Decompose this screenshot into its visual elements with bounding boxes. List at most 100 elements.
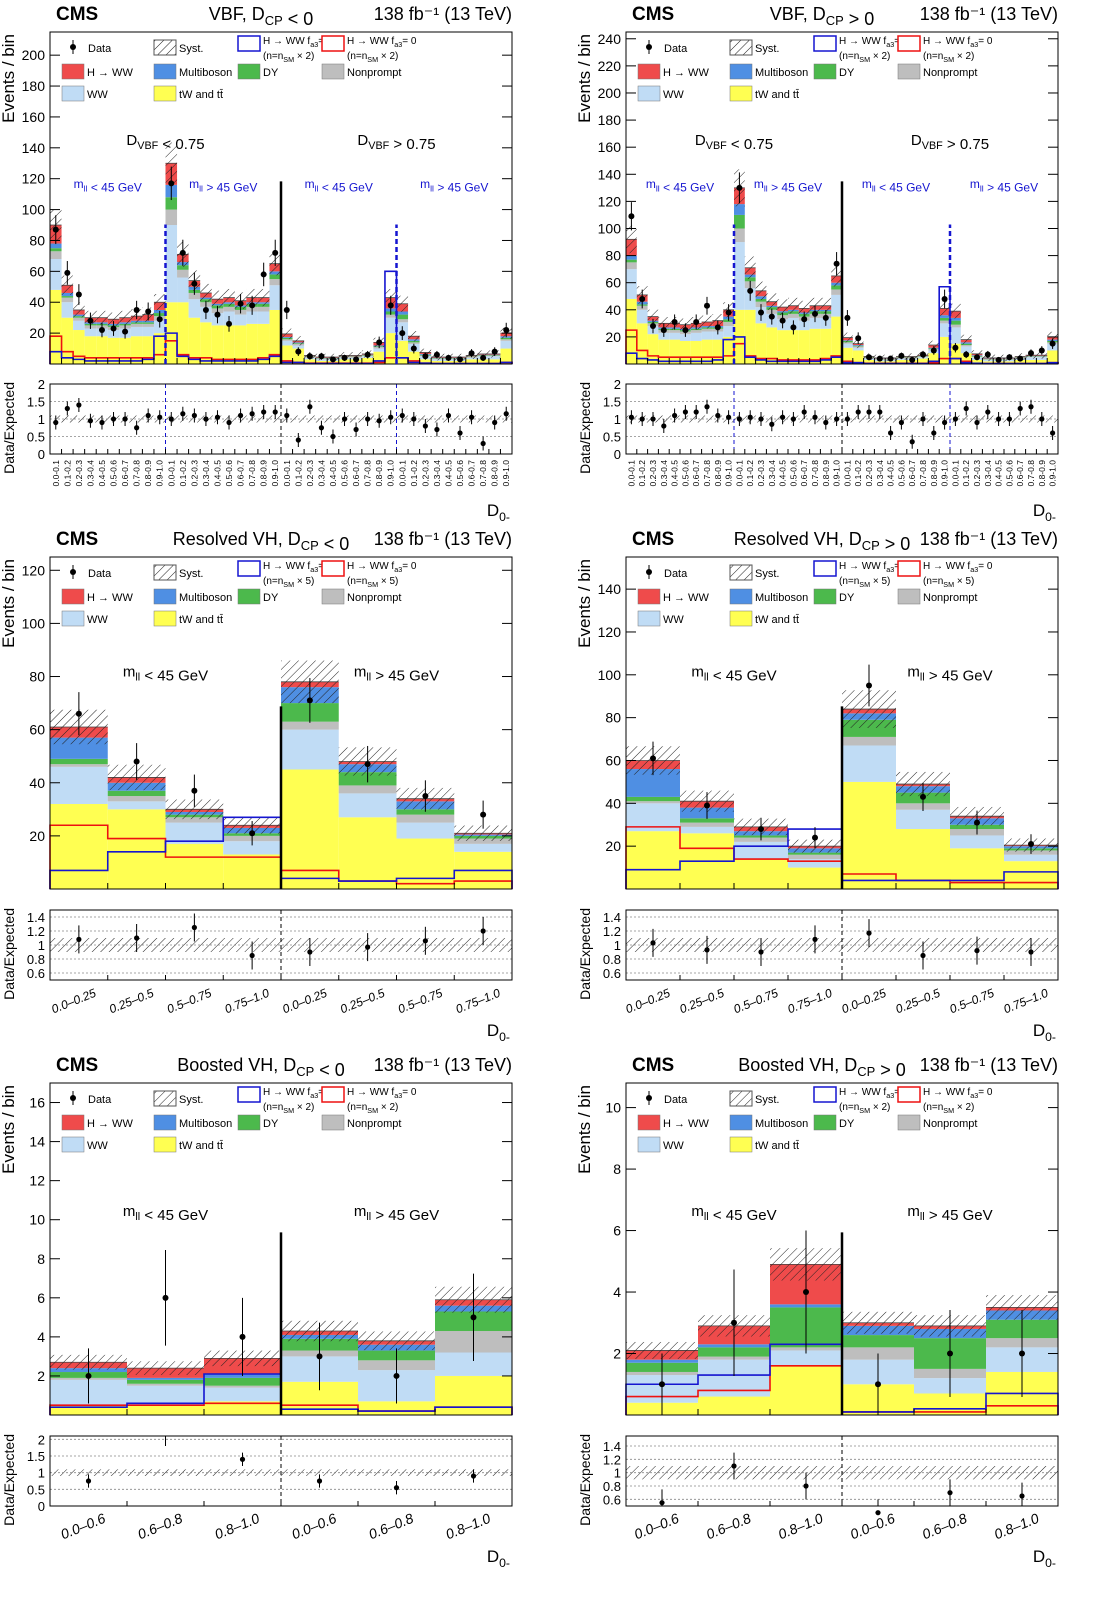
data-point [365,761,371,767]
x-tick-label: 0.5-0.6 [680,460,690,487]
x-tick-label: 0.5–0.75 [165,986,214,1017]
legend-hww-label: H → WW [663,1118,709,1130]
data-point [249,302,255,308]
data-point [353,356,359,362]
lumi-label: 138 fb⁻¹ (13 TeV) [374,529,512,549]
ratio-point [481,928,486,933]
bar-ww [831,295,842,317]
legend-dy-swatch [814,589,836,604]
data-point [726,310,732,316]
ratio-point [920,416,925,421]
y-tick-label: 100 [598,667,622,683]
bar-twandtt [658,340,669,364]
y-tick-label: 20 [605,329,621,345]
ratio-point [146,413,151,418]
legend-multiboson-label: Multiboson [755,1118,808,1130]
data-point [284,307,290,313]
ratio-point [471,1473,476,1478]
ratio-tick-label: 1 [38,412,45,427]
bar-dy [127,1380,204,1384]
x-tick-label: 0.5-0.6 [340,460,350,487]
ratio-point [250,953,255,958]
data-point [445,355,451,361]
ratio-axis-label: Data/Expected [577,908,593,1000]
x-tick-label: 0.6-0.7 [907,460,917,487]
x-tick-label: 0.2-0.3 [305,460,315,487]
x-tick-label: 0.25–0.5 [107,986,156,1017]
legend-ww-label: WW [87,89,108,101]
ratio-point [931,430,936,435]
ratio-point [330,434,335,439]
legend-signal-fa3-0-label: H → WW fa3= 0 [923,561,993,574]
legend-nonprompt-label: Nonprompt [923,1118,977,1130]
bar-nonprompt [281,339,293,341]
ratio-point [307,949,312,954]
legend-ww-swatch [638,1137,660,1152]
ratio-point [845,416,850,421]
syst-band [777,299,788,315]
legend-signal-fa3-0-swatch [322,561,344,576]
bar-dy [397,315,409,320]
ratio-point [802,409,807,414]
ratio-point [203,416,208,421]
data-point [471,1314,477,1320]
x-tick-label: 0.8–1.0 [443,1510,493,1542]
y-tick-label: 14 [29,1134,45,1150]
data-point [388,302,394,308]
ratio-point [629,415,634,420]
ratio-point [769,422,774,427]
bar-nonprompt [62,298,74,303]
data-point [682,327,688,333]
data-point [758,310,764,316]
cms-label: CMS [56,1055,98,1076]
x-tick-label: 0.5–0.75 [396,986,445,1017]
legend-signal-fa3-0-swatch [322,36,344,51]
data-point [76,711,82,717]
bar-ww [788,859,842,868]
bar-twandtt [788,868,842,889]
bar-dy [939,318,950,321]
x-tick-label: 0.7-0.8 [247,460,257,487]
bar-ww [1004,855,1058,861]
legend-signal-fa3-1-swatch [238,561,260,576]
data-point [168,180,174,186]
ratio-point [1028,404,1033,409]
ratio-point [317,1478,322,1483]
bar-nonprompt [127,1384,204,1386]
ratio-tick-label: 1.4 [603,1439,621,1454]
data-point [272,250,278,256]
data-point [240,1334,246,1340]
bar-ww [680,827,734,833]
legend-dy-swatch [814,1115,836,1130]
data-point [434,352,440,358]
ratio-point [1019,1493,1024,1498]
x-tick-label: 0.5-0.6 [109,460,119,487]
bar-multiboson [397,311,409,314]
y-tick-label: 80 [605,710,621,726]
data-point [812,311,818,317]
cms-label: CMS [56,529,98,550]
ratio-point [215,415,220,420]
bar-nonprompt [788,855,842,859]
x-tick-label: 0.7-0.8 [702,460,712,487]
x-axis-label: D0- [1033,1021,1056,1044]
syst-band [950,304,961,319]
x-tick-label: 0.0-0.1 [626,460,636,487]
ratio-tick-label: 1.4 [603,910,621,925]
x-tick-label: 0.75–1.0 [786,986,835,1017]
ratio-point [704,947,709,952]
bar-ww [127,1386,204,1406]
x-tick-label: 0.1-0.2 [409,460,419,487]
bar-ww [62,302,74,317]
data-point [715,324,721,330]
bar-nonprompt [961,345,972,346]
syst-band [281,329,293,340]
y-tick-label: 120 [22,562,46,578]
y-tick-label: 140 [598,581,622,597]
legend-nonprompt-label: Nonprompt [347,67,401,79]
legend-signal-fa3-0-scale: (n=nSM × 2) [923,1102,974,1115]
y-tick-label: 2 [37,1368,45,1384]
region-label: DVBF > 0.75 [911,132,989,153]
